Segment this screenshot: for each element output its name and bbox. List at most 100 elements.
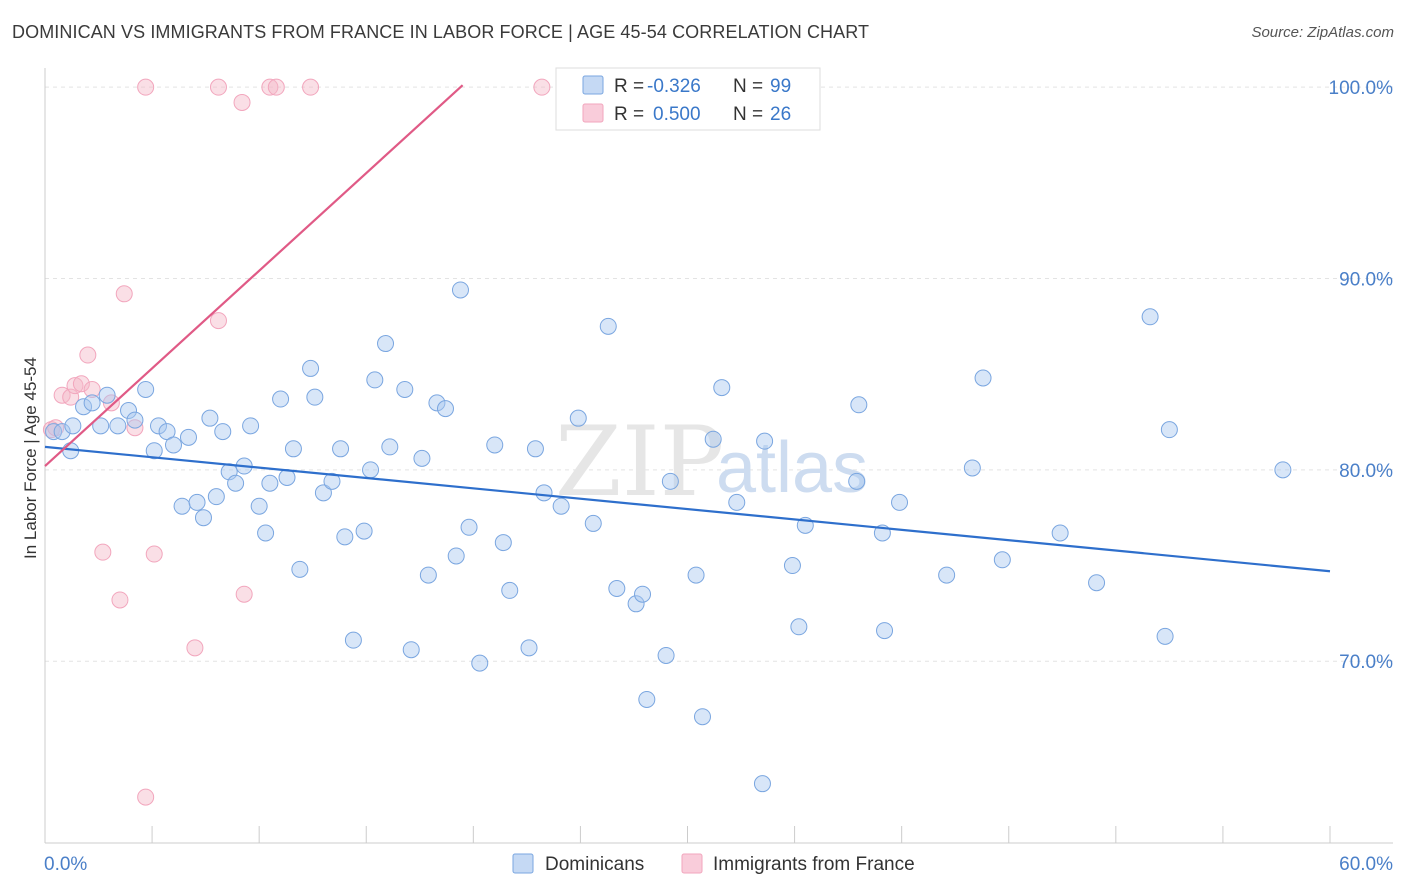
- dominican-point-49: [419, 566, 437, 584]
- dominican-point-40: [344, 631, 362, 649]
- dominican-point-7: [109, 417, 127, 435]
- france-point-21: [261, 78, 279, 96]
- dominican-point-63: [569, 409, 587, 427]
- dominican-point-52: [447, 547, 465, 565]
- dominican-point-67: [627, 595, 645, 613]
- dominican-point-11: [137, 380, 155, 398]
- dominican-point-43: [366, 371, 384, 389]
- france-point-6: [79, 346, 97, 364]
- legend-bottom: Dominicans Immigrants from France: [512, 853, 915, 875]
- legend-bottom-swatch-france: [681, 853, 703, 874]
- legend-r-value-1: -0.326: [647, 76, 701, 97]
- legend-bottom-label-france: Immigrants from France: [713, 854, 915, 875]
- dominican-point-59: [520, 639, 538, 657]
- dominican-point-55: [471, 654, 489, 672]
- dominican-point-88: [963, 459, 981, 477]
- dominican-point-34: [302, 359, 320, 377]
- dominican-point-18: [188, 493, 206, 511]
- dominican-point-20: [201, 409, 219, 427]
- dominican-point-46: [396, 380, 414, 398]
- legend-n-value-2: 26: [770, 104, 791, 125]
- dominican-point-79: [783, 557, 801, 575]
- dominican-point-61: [535, 484, 553, 502]
- dominican-point-53: [451, 281, 469, 299]
- dominican-point-74: [704, 430, 722, 448]
- france-point-4: [66, 377, 84, 395]
- dominican-point-77: [753, 775, 771, 793]
- france-point-5: [72, 375, 90, 393]
- dominican-point-58: [501, 581, 519, 599]
- dominican-point-66: [608, 579, 626, 597]
- dominican-point-19: [194, 509, 212, 527]
- france-point-13: [137, 788, 155, 806]
- dominican-point-68: [634, 585, 652, 603]
- dominican-point-1: [53, 423, 71, 441]
- legend-top: R = -0.326 N = 99 R = 0.500 N = 26: [555, 67, 821, 131]
- dominican-point-33: [291, 560, 309, 578]
- dominican-point-39: [336, 528, 354, 546]
- dominican-point-8: [120, 402, 138, 420]
- dominican-point-16: [173, 497, 191, 515]
- dominican-point-82: [850, 396, 868, 414]
- dominican-point-50: [428, 394, 446, 412]
- dominican-point-38: [332, 440, 350, 458]
- dominican-point-13: [150, 417, 168, 435]
- dominican-point-87: [938, 566, 956, 584]
- france-point-24: [533, 78, 551, 96]
- france-point-15: [145, 545, 163, 563]
- dominican-point-12: [145, 442, 163, 460]
- series-immigrants-from-france: [42, 78, 551, 806]
- y-axis-label: In Labor Force | Age 45-54: [21, 357, 40, 559]
- legend-r-label-1: R =: [614, 76, 644, 97]
- dominican-point-89: [974, 369, 992, 387]
- dominican-point-80: [790, 618, 808, 636]
- dominican-point-30: [272, 390, 290, 408]
- dominican-point-9: [126, 411, 144, 429]
- dominican-point-41: [355, 522, 373, 540]
- dominican-point-35: [306, 388, 324, 406]
- series-dominicans: [45, 281, 1292, 793]
- dominican-point-4: [83, 394, 101, 412]
- dominican-point-6: [92, 417, 110, 435]
- dominican-point-57: [494, 534, 512, 552]
- dominican-point-73: [693, 708, 711, 726]
- legend-n-label-1: N =: [733, 76, 763, 97]
- dominican-point-44: [377, 335, 395, 353]
- france-point-3: [62, 388, 80, 406]
- france-point-22: [267, 78, 285, 96]
- dominican-point-28: [257, 524, 275, 542]
- dominican-point-2: [64, 417, 82, 435]
- dominican-point-62: [552, 497, 570, 515]
- y-tick-label-90: 90.0%: [1339, 269, 1393, 290]
- dominican-point-64: [584, 514, 602, 532]
- dominican-point-92: [1088, 574, 1106, 592]
- dominican-point-70: [657, 646, 675, 664]
- france-point-19: [233, 93, 251, 111]
- dominican-point-3: [75, 398, 93, 416]
- dominicans-trend-line: [44, 445, 1331, 573]
- dominican-point-93: [1141, 308, 1159, 326]
- dominican-point-94: [1156, 627, 1174, 645]
- gridlines: [45, 86, 1393, 662]
- dominican-point-37: [323, 472, 341, 490]
- dominican-point-15: [165, 436, 182, 454]
- legend-swatch-dominicans: [582, 75, 604, 95]
- dominican-point-91: [1051, 524, 1069, 542]
- dominican-point-48: [413, 449, 431, 467]
- watermark-atlas: atlas: [716, 428, 868, 508]
- dominican-point-0: [45, 423, 63, 441]
- x-tick-label-min: 0.0%: [44, 854, 87, 875]
- dominican-point-29: [261, 474, 279, 492]
- legend-r-value-2: 0.500: [653, 104, 701, 125]
- dominican-point-69: [638, 690, 656, 708]
- dominican-point-47: [402, 641, 420, 659]
- legend-r-label-2: R =: [614, 104, 644, 125]
- dominican-point-56: [486, 436, 504, 454]
- france-point-10: [111, 591, 129, 609]
- france-point-16: [186, 639, 204, 657]
- dominican-point-71: [661, 472, 679, 490]
- y-tick-label-70: 70.0%: [1339, 652, 1393, 673]
- dominican-point-78: [756, 432, 774, 450]
- dominican-point-45: [381, 438, 399, 456]
- y-tick-label-80: 80.0%: [1339, 461, 1393, 482]
